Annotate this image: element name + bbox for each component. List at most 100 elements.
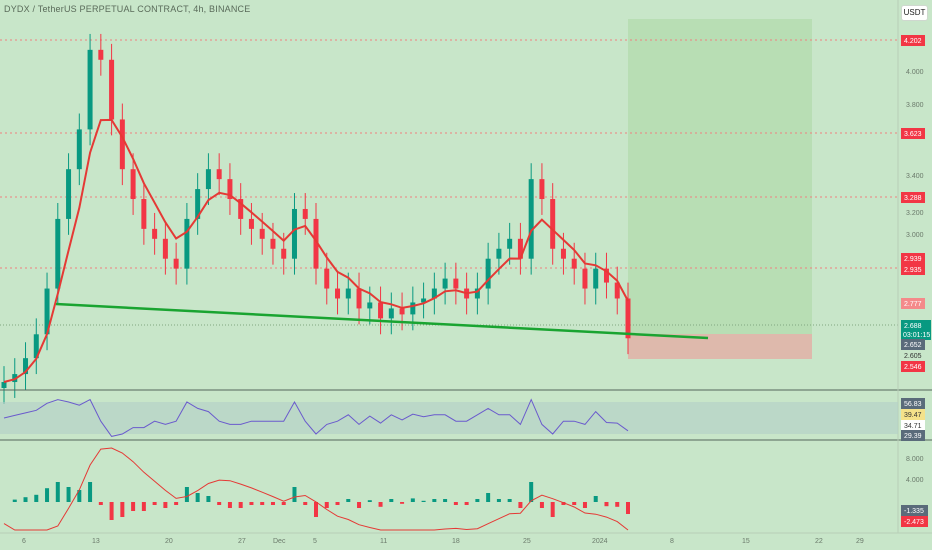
price-tick: 3.400 [906, 173, 924, 180]
target-zone[interactable] [628, 19, 812, 334]
price-label: 2.652 [904, 342, 922, 349]
candle [507, 238, 513, 249]
macd-bar [400, 502, 405, 504]
candle [539, 179, 545, 200]
macd-bar [357, 502, 362, 508]
macd-bar [184, 487, 189, 502]
candle [313, 218, 319, 269]
time-tick: 29 [856, 538, 864, 545]
candle [593, 268, 599, 289]
candle [44, 288, 50, 335]
trendline[interactable] [55, 302, 709, 340]
time-tick: 8 [670, 538, 674, 545]
candle [485, 258, 491, 289]
candle [130, 169, 136, 200]
rsi-label: 29.39 [904, 433, 922, 440]
macd-bar [77, 490, 82, 502]
macd-label: -2.473 [904, 519, 924, 526]
rsi-band [0, 402, 898, 434]
macd-bar [518, 502, 523, 508]
candle [345, 288, 351, 299]
macd-bar [432, 499, 437, 502]
macd-bar [539, 502, 544, 508]
macd-bar [260, 502, 265, 505]
price-label: 2.935 [904, 267, 922, 274]
price-tick: 3.200 [906, 210, 924, 217]
macd-labels: -1.335 -2.473 [901, 505, 928, 527]
macd-bar [195, 493, 200, 502]
candle [1, 382, 7, 388]
stop-zone[interactable] [628, 334, 812, 359]
time-tick: 6 [22, 538, 26, 545]
candle [388, 308, 394, 319]
macd-bar [45, 488, 50, 502]
macd-bar [23, 497, 28, 502]
macd-label: -1.335 [904, 508, 924, 515]
ema-line [3, 118, 629, 383]
macd-bar [217, 502, 222, 505]
price-tick: 4.000 [906, 69, 924, 76]
macd-bar [249, 502, 254, 505]
candle [335, 288, 341, 299]
candle [367, 302, 373, 309]
candle [625, 298, 631, 339]
candle [560, 248, 566, 259]
macd-bar [163, 502, 168, 508]
time-tick: 27 [238, 538, 246, 545]
macd-bar [582, 502, 587, 508]
candle [55, 218, 61, 289]
time-tick: 15 [742, 538, 750, 545]
time-tick: 20 [165, 538, 173, 545]
macd-bar [604, 502, 609, 507]
candle [184, 218, 190, 269]
candle [195, 189, 201, 219]
macd-bar [593, 496, 598, 502]
macd-bar [346, 499, 351, 502]
candle [33, 334, 39, 359]
macd-bar [292, 487, 297, 502]
candle [421, 298, 427, 303]
candle [141, 199, 147, 229]
macd-bar [98, 502, 103, 505]
macd-bar [12, 499, 17, 502]
candle [410, 302, 416, 315]
macd-bar [238, 502, 243, 508]
time-tick: 18 [452, 538, 460, 545]
macd-bar [66, 487, 71, 502]
macd-bar [88, 482, 93, 502]
macd-bar [141, 502, 146, 511]
candle [152, 228, 158, 239]
time-tick: 22 [815, 538, 823, 545]
price-labels: 4.202 3.623 3.288 2.939 2.935 2.777 2.68… [901, 35, 931, 372]
macd-bar [367, 500, 372, 502]
macd-tick: 8.000 [906, 456, 924, 463]
time-axis: 6 13 20 27 Dec 5 11 18 25 2024 8 15 22 2… [22, 538, 864, 545]
candle [162, 238, 168, 259]
candle [109, 59, 115, 120]
price-label: 2.777 [904, 301, 922, 308]
candle [517, 238, 523, 259]
macd-bar [281, 502, 286, 505]
candle [399, 308, 405, 315]
candle [66, 169, 72, 219]
candle [216, 169, 222, 180]
macd-bar [314, 502, 318, 517]
price-label: 2.688 [904, 323, 922, 330]
macd-bar [615, 502, 620, 507]
candle [431, 288, 437, 299]
candle [291, 208, 297, 259]
price-label: 3.623 [904, 131, 922, 138]
macd-bar [626, 502, 630, 514]
candle [173, 258, 179, 269]
candle [270, 238, 276, 249]
macd-bar [389, 499, 394, 502]
candles-group [1, 33, 631, 404]
macd-bar [227, 502, 232, 508]
candle [614, 282, 620, 299]
macd-bar [561, 502, 566, 505]
candle [119, 119, 125, 170]
time-tick: 5 [313, 538, 317, 545]
currency-button[interactable]: USDT [901, 5, 928, 21]
macd-bar [529, 482, 534, 502]
macd-bar [270, 502, 275, 505]
